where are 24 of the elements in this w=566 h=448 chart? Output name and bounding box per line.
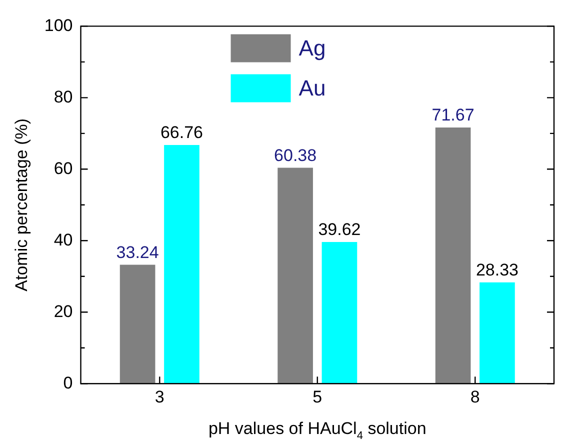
bar bbox=[278, 168, 313, 384]
y-tick-label: 40 bbox=[54, 230, 73, 250]
legend-label: Ag bbox=[298, 35, 326, 60]
data-label: 66.76 bbox=[160, 123, 203, 142]
x-tick-label: 5 bbox=[312, 387, 322, 406]
data-label: 39.62 bbox=[318, 220, 361, 240]
y-tick-label: 60 bbox=[54, 158, 73, 178]
y-axis-title: Atomic percentage (%) bbox=[12, 118, 31, 292]
bar bbox=[120, 264, 156, 384]
y-tick-label: 80 bbox=[54, 87, 73, 106]
y-tick-label: 0 bbox=[63, 373, 73, 392]
x-tick-label: 8 bbox=[470, 387, 480, 406]
data-label: 71.67 bbox=[432, 106, 474, 125]
bar bbox=[435, 127, 471, 384]
legend-label: Au bbox=[298, 75, 326, 100]
bar bbox=[322, 242, 358, 384]
x-tick-label: 3 bbox=[154, 387, 164, 406]
data-label: 60.38 bbox=[274, 146, 317, 165]
data-label: 28.33 bbox=[476, 260, 518, 280]
y-tick-label: 20 bbox=[54, 302, 73, 321]
bar bbox=[164, 145, 200, 384]
y-tick-label: 100 bbox=[44, 16, 73, 35]
data-label: 33.24 bbox=[116, 242, 159, 262]
bar bbox=[480, 282, 515, 384]
